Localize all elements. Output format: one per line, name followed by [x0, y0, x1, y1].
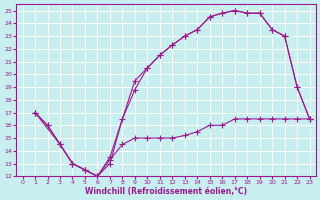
X-axis label: Windchill (Refroidissement éolien,°C): Windchill (Refroidissement éolien,°C)	[85, 187, 247, 196]
